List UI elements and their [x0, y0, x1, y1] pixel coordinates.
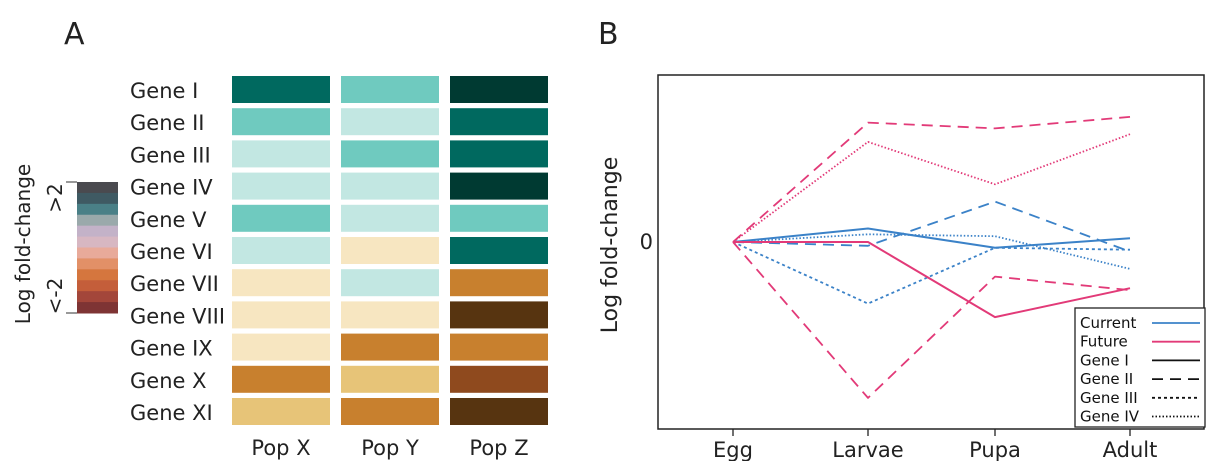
legend-label: Future — [1080, 333, 1128, 351]
legend-label: Gene II — [1080, 370, 1133, 388]
heatmap-cell — [341, 76, 439, 103]
heatmap-column-label: Pop Y — [361, 436, 419, 460]
heatmap-row-label: Gene IX — [130, 337, 213, 361]
legend-label: Gene I — [1080, 351, 1129, 369]
series-line-future-gene-ii — [732, 116, 1131, 243]
colorbar-segment — [77, 236, 118, 248]
colorbar-segment — [77, 291, 118, 303]
legend-label: Current — [1080, 314, 1136, 332]
heatmap-cell — [341, 398, 439, 425]
heatmap-cell — [341, 269, 439, 297]
heatmap-row-labels: Gene I Gene II Gene III Gene IV Gene V Gene V… — [130, 79, 225, 425]
colorbar-title: Log fold-change — [11, 164, 35, 324]
colorbar-segment — [77, 182, 118, 194]
heatmap-row-label: Gene V — [130, 208, 207, 232]
panel-a-label: A — [64, 17, 85, 52]
colorbar-bottom-label: <-2 — [43, 278, 67, 315]
colorbar-segment — [77, 302, 118, 314]
heatmap-cell — [341, 237, 439, 264]
series-line-future-gene-ii — [732, 241, 1131, 399]
series-line-future-gene-i — [733, 241, 1131, 319]
heatmap-cell — [341, 108, 439, 136]
heatmap-cell — [232, 333, 330, 361]
heatmap-cell — [450, 108, 548, 136]
heatmap-row-label: Gene XI — [130, 401, 213, 425]
y-axis-title: Log fold-change — [598, 157, 623, 333]
heatmap-row-label: Gene X — [130, 369, 206, 393]
heatmap-cell — [450, 301, 548, 329]
legend-box — [1074, 307, 1206, 428]
heatmap-cell — [450, 204, 548, 232]
colorbar-segment — [77, 280, 118, 292]
heatmap-cell — [450, 269, 548, 297]
heatmap-cell — [450, 140, 548, 168]
plot-frame — [657, 74, 1205, 430]
heatmap-column-labels: Pop X Pop Y Pop Z — [251, 436, 528, 460]
panel-b: B Egg Larvae Pupa Adult 0 Log fold-change C… — [598, 17, 1206, 461]
x-tick-label: Larvae — [832, 438, 903, 461]
heatmap-cell — [232, 365, 330, 393]
heatmap-cell — [450, 365, 548, 393]
colorbar-segment — [77, 269, 118, 281]
colorbar-segment — [77, 203, 118, 216]
heatmap-column-label: Pop X — [251, 436, 310, 460]
heatmap-cell — [232, 269, 330, 297]
heatmap-cell — [450, 237, 548, 264]
heatmap-cell — [341, 365, 439, 393]
heatmap-cell — [232, 237, 330, 264]
colorbar-segment — [77, 247, 118, 259]
heatmap-cell — [341, 140, 439, 168]
heatmap-row-label: Gene VIII — [130, 304, 225, 328]
heatmap-cells — [232, 76, 548, 425]
x-tick-label: Pupa — [969, 438, 1021, 461]
y-tick-label-zero: 0 — [640, 230, 653, 254]
series-line-future-gene-iv — [732, 133, 1131, 243]
heatmap-cell — [232, 172, 330, 200]
colorbar-segment — [77, 225, 118, 238]
heatmap-row-label: Gene VI — [130, 240, 213, 264]
heatmap-cell — [232, 76, 330, 103]
x-tick-label: Egg — [713, 438, 753, 461]
heatmap-row-label: Gene IV — [130, 176, 213, 200]
heatmap-column-label: Pop Z — [469, 436, 528, 460]
series-line-current-gene-iv — [732, 233, 1131, 270]
legend-label: Gene IV — [1080, 408, 1140, 426]
colorbar-top-label: >2 — [43, 183, 67, 212]
heatmap-cell — [341, 204, 439, 232]
heatmap-cell — [232, 301, 330, 329]
heatmap-cell — [232, 108, 330, 136]
series-line-current-gene-ii — [732, 200, 1131, 253]
heatmap-cell — [450, 172, 548, 200]
x-tick-label: Adult — [1103, 438, 1158, 461]
series-line-current-gene-i — [732, 227, 1131, 249]
heatmap-cell — [450, 398, 548, 425]
heatmap-cell — [341, 172, 439, 200]
heatmap-row-label: Gene III — [130, 143, 211, 167]
heatmap-cell — [450, 333, 548, 361]
colorbar-segment — [77, 258, 118, 270]
heatmap-cell — [232, 140, 330, 168]
series-lines — [732, 116, 1131, 399]
series-line-current-gene-iii — [732, 241, 1131, 305]
heatmap-row-label: Gene I — [130, 79, 198, 103]
heatmap-cell — [232, 204, 330, 232]
heatmap-cell — [341, 301, 439, 329]
heatmap-cell — [341, 333, 439, 361]
heatmap-cell — [232, 398, 330, 425]
colorbar-segment — [77, 192, 118, 205]
heatmap-cell — [450, 76, 548, 103]
heatmap-row-label: Gene VII — [130, 272, 219, 296]
colorbar-segment — [77, 214, 118, 227]
legend-label: Gene III — [1080, 389, 1138, 407]
panel-b-label: B — [598, 17, 619, 52]
heatmap-row-label: Gene II — [130, 111, 204, 135]
colorbar — [77, 182, 118, 314]
x-axis-ticks: Egg Larvae Pupa Adult — [713, 429, 1157, 461]
